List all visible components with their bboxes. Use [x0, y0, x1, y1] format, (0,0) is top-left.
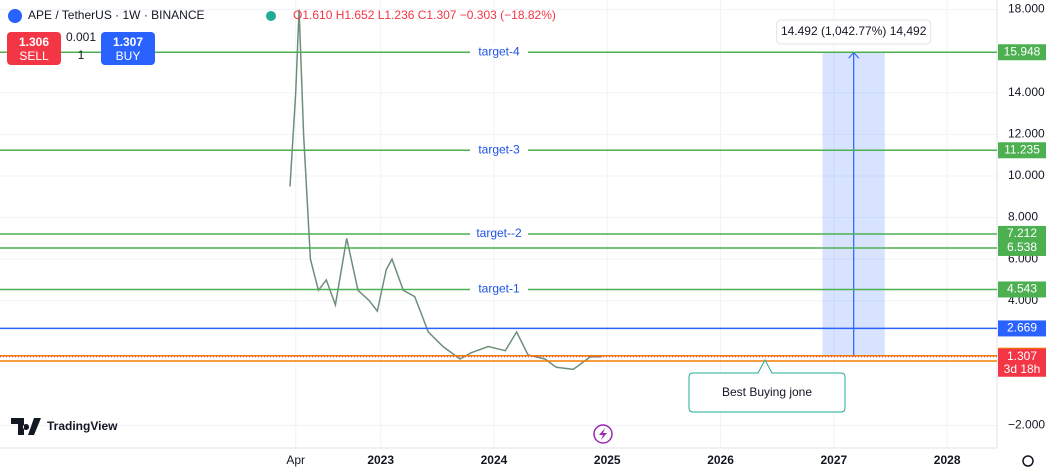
level-value: 2.669 [1007, 321, 1037, 335]
x-tick-label: 2024 [481, 453, 508, 467]
level-value-box [998, 320, 1046, 337]
sell-button[interactable] [7, 32, 61, 65]
sell-price: 1.306 [19, 35, 49, 49]
status-dot [266, 11, 276, 21]
x-tick-label: 2028 [934, 453, 961, 467]
ohlc: O1.610 H1.652 L1.236 C1.307 −0.303 (−18.… [293, 8, 556, 22]
x-tick-label: 2026 [707, 453, 734, 467]
step: 0.001 [66, 30, 96, 44]
current-price-box [998, 348, 1046, 377]
buy-button[interactable] [101, 32, 155, 65]
level-value-box [998, 142, 1046, 159]
level-value: 11.235 [1004, 142, 1040, 156]
level-value: 4.543 [1007, 282, 1037, 296]
y-tick-label: 14.000 [1008, 85, 1045, 99]
brand-logo [11, 418, 41, 435]
level-value: 7.212 [1007, 226, 1037, 240]
y-tick-label: 10.000 [1008, 168, 1045, 182]
x-tick-label: 2023 [367, 453, 394, 467]
level-value-box [998, 44, 1046, 61]
settings-icon[interactable] [1022, 455, 1034, 467]
buy-label: BUY [116, 49, 141, 63]
y-tick-label: 12.000 [1008, 127, 1045, 141]
y-tick-label: 18.000 [1008, 2, 1045, 16]
level-label: target--2 [476, 226, 522, 240]
x-tick-label: 2025 [594, 453, 621, 467]
level-value-box [998, 225, 1046, 242]
quantity: 1 [78, 48, 85, 62]
annotation-box [688, 358, 846, 413]
x-tick-label: 2027 [821, 453, 848, 467]
sell-label: SELL [19, 49, 49, 63]
countdown: 3d 18h [1004, 362, 1041, 376]
level-label: target-1 [478, 282, 520, 296]
buy-price: 1.307 [113, 35, 143, 49]
symbol-icon [8, 9, 22, 23]
level-label-bg [470, 282, 528, 297]
y-tick-label: −2.000 [1008, 418, 1045, 432]
level-value-box [998, 239, 1046, 256]
level-value: 6.538 [1007, 240, 1037, 254]
brand: TradingView [47, 419, 118, 433]
measure-label: 14.492 (1,042.77%) 14,492 [781, 24, 927, 38]
y-tick-label: 8.000 [1008, 210, 1038, 224]
measure-label-box [776, 19, 932, 45]
chart-title: APE / TetherUS · 1W · BINANCE [28, 8, 205, 22]
x-tick-label: Apr [286, 453, 305, 467]
level-value-box [998, 281, 1046, 298]
level-label-bg [470, 226, 528, 241]
level-value: 15.948 [1004, 44, 1041, 58]
level-label: target-3 [478, 142, 520, 156]
level-label-bg [470, 143, 528, 158]
current-price: 1.307 [1007, 349, 1037, 363]
annotation: Best Buying jone [722, 385, 812, 399]
events-bolt [599, 428, 607, 440]
level-label: target-4 [478, 44, 520, 58]
level-label-bg [470, 45, 528, 60]
events-icon[interactable] [593, 424, 613, 444]
